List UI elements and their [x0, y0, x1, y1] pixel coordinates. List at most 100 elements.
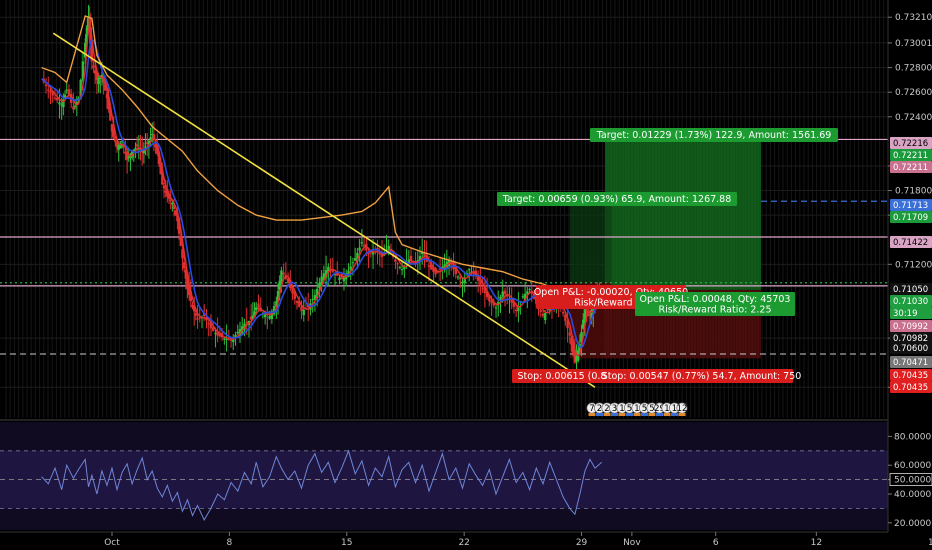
stop-label-1[interactable]: Stop: 0.00547 (0.77%) 54.7, Amount: 750 [602, 369, 802, 383]
candle-body [546, 309, 549, 311]
candle-body [501, 291, 504, 297]
candle-body [53, 97, 57, 99]
price-tag[interactable] [890, 211, 932, 223]
price-tag[interactable] [890, 320, 932, 332]
event-marker-label: 3 [612, 404, 617, 414]
price-tag[interactable] [890, 199, 932, 211]
pnl-label-1-bg[interactable] [635, 292, 795, 316]
stop-label-1-text: Stop: 0.00547 (0.77%) 54.7, Amount: 750 [602, 371, 802, 382]
time-axis-label: 12 [811, 538, 822, 548]
event-markers[interactable]: 7 2 2 3 1 5 1 5 5 29 1 1 12 [586, 402, 688, 416]
position-target-zone[interactable] [569, 201, 612, 283]
rsi-axis-label: 80.0000 [894, 432, 931, 442]
candle-body [510, 299, 513, 303]
candle-body [268, 315, 271, 319]
candle-body [307, 304, 310, 308]
axis-tick-label: 0.72400 [895, 113, 932, 123]
price-tag[interactable] [890, 149, 932, 161]
price-tag-label: 0.71709 [893, 213, 928, 223]
candle-body [479, 278, 482, 285]
position-labels[interactable]: Target: 0.01229 (1.73%) 122.9, Amount: 1… [497, 128, 838, 383]
candle-body [427, 265, 431, 267]
time-axis-label: 6 [713, 538, 719, 548]
candle-body [100, 74, 104, 78]
price-tag[interactable] [890, 369, 932, 381]
stop-label-2-bg[interactable] [512, 369, 612, 383]
candle-body [272, 306, 276, 315]
candle-body [234, 334, 237, 338]
candle-body [568, 332, 572, 336]
candle-body [92, 65, 95, 68]
candle-body [456, 276, 460, 278]
price-tag[interactable] [890, 295, 932, 307]
price-tag[interactable] [890, 236, 932, 248]
pnl-label-1-text: Open P&L: 0.00048, Qty: 45703 [640, 294, 791, 305]
candle-body [63, 94, 67, 99]
target-label-2-bg[interactable] [497, 192, 737, 206]
trendline[interactable] [52, 32, 596, 388]
position-target-zone[interactable] [605, 140, 761, 290]
price-axis[interactable]: 0.732100.730010.728000.726000.724000.720… [887, 0, 932, 550]
target-label-1-bg[interactable] [590, 128, 838, 142]
price-tag[interactable] [890, 342, 932, 354]
candle-body [544, 313, 547, 321]
candle-body [463, 277, 466, 283]
candle-body [353, 258, 357, 261]
price-tag[interactable] [890, 356, 932, 368]
candle-body [429, 262, 433, 270]
candle-body [476, 276, 480, 281]
axis-tick-label: 0.71200 [895, 260, 932, 270]
candle-body [164, 190, 167, 193]
candle-body [51, 91, 54, 96]
candle-body [89, 27, 92, 47]
ma-mid-line [41, 38, 600, 349]
candle-body [583, 307, 587, 324]
event-marker-flag [671, 413, 678, 416]
price-tag[interactable] [890, 332, 932, 344]
target-label-1-text: Target: 0.01229 (1.73%) 122.9, Amount: 1… [596, 130, 832, 141]
pnl-label-1[interactable]: Open P&L: 0.00048, Qty: 45703Risk/Reward… [635, 292, 795, 316]
stop-label-1-bg[interactable] [610, 369, 793, 383]
candle-body [156, 142, 159, 154]
event-marker-flag [618, 413, 626, 416]
candle-body [490, 300, 493, 304]
price-tag[interactable] [890, 381, 932, 393]
candle-body [67, 89, 71, 97]
candle-body [425, 255, 428, 262]
candle-body [209, 322, 213, 329]
rsi-value-tag[interactable] [889, 473, 932, 487]
event-marker-label: 5 [649, 404, 654, 414]
candle-body [75, 102, 78, 105]
candle-body [85, 34, 88, 44]
target-label-2[interactable]: Target: 0.00659 (0.93%) 65.9, Amount: 12… [497, 192, 737, 206]
candle-body [387, 245, 390, 250]
price-tag[interactable] [890, 307, 932, 319]
price-tag[interactable] [890, 137, 932, 149]
candle-body [485, 291, 489, 298]
candle-body [396, 263, 399, 265]
candle-body [468, 269, 471, 271]
time-axis[interactable]: Oct 8 15 22 29 Nov 6 12 19 [0, 531, 932, 550]
candle-body [409, 255, 413, 262]
candle-body [162, 185, 166, 189]
candle-body [521, 296, 525, 298]
candle-body [166, 189, 169, 197]
candle-body [578, 344, 582, 353]
candle-body [65, 89, 68, 91]
candle-body [293, 291, 296, 299]
target-label-1[interactable]: Target: 0.01229 (1.73%) 122.9, Amount: 1… [590, 128, 838, 142]
event-marker-flag [663, 413, 671, 416]
candle-body [186, 278, 189, 289]
price-tag[interactable] [890, 283, 932, 295]
price-tag-label: 0.72216 [893, 139, 928, 149]
candle-body [266, 314, 269, 316]
candle-body [414, 261, 417, 265]
candle-body [56, 97, 59, 101]
candle-body [483, 285, 487, 294]
rsi-line [41, 449, 603, 521]
candle-body [107, 96, 110, 110]
stop-label-2[interactable]: Stop: 0.00615 (0.8 [512, 369, 612, 383]
price-tag[interactable] [890, 161, 932, 173]
axis-tick-label: 0.71800 [895, 187, 932, 197]
